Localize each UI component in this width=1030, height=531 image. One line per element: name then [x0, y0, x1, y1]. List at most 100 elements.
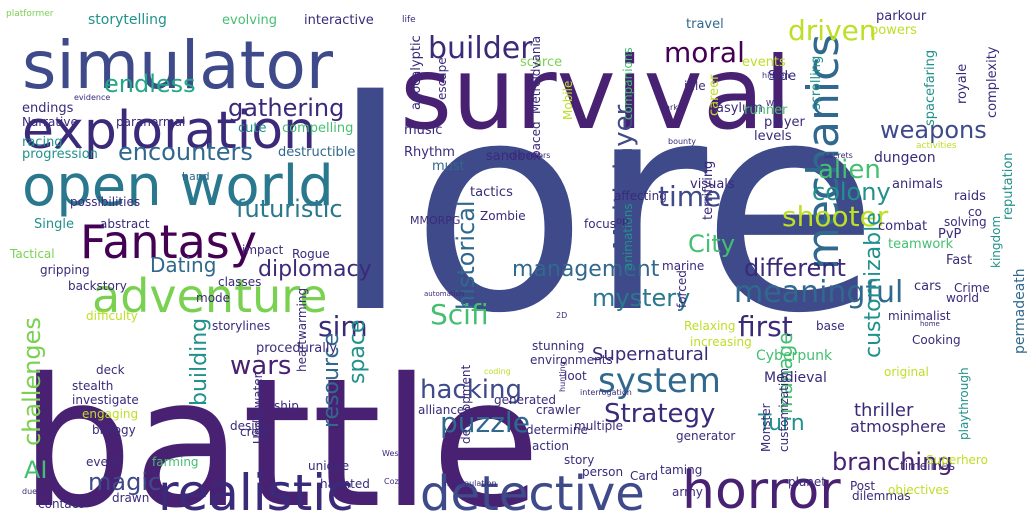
word-engaging: engaging [82, 407, 138, 421]
word-strategy: Strategy [604, 399, 715, 429]
word-backstory: backstory [68, 279, 127, 293]
word-visuals: visuals [690, 177, 735, 192]
word-branching: branching [832, 448, 953, 476]
word-adventure: adventure [92, 269, 327, 323]
word-open-world: open world [22, 154, 334, 219]
word-possibilities: possibilities [70, 195, 140, 209]
word-co: co [968, 205, 982, 219]
word-storytelling: storytelling [88, 12, 167, 28]
word-wild: Wild [766, 99, 783, 108]
word-deck: deck [96, 363, 125, 377]
word-person: person [582, 465, 623, 479]
word-animals: animals [892, 177, 943, 192]
word-contact: contact [38, 497, 83, 511]
word-sandbox: sandbox [486, 149, 541, 164]
word-thriller: thriller [854, 400, 914, 421]
word-powers: powers [870, 23, 917, 38]
word-farming: farming [152, 455, 199, 469]
word-shooter: shooter [782, 200, 889, 233]
word-challenges: challenges [18, 317, 46, 446]
word-animations: animations [621, 203, 635, 270]
word-hacking: hacking [420, 375, 522, 405]
word-scifi: Scifi [430, 298, 489, 331]
word-hidden: hidden [762, 71, 789, 80]
word-automation: automation [424, 290, 464, 298]
word-loot: loot [564, 369, 587, 383]
word-classes: classes [218, 275, 261, 289]
word-hunting: hunting [558, 361, 567, 392]
word-magic: magic [88, 468, 161, 496]
word-rhythm: Rhythm [404, 145, 455, 160]
word-taming: taming [660, 463, 702, 477]
word-heartwarming: heartwarming [295, 288, 309, 372]
word-action: action [532, 439, 569, 453]
word-story: story [564, 453, 594, 467]
word-crime: Crime [954, 281, 990, 295]
word-mystery: mystery [592, 284, 690, 312]
word-royale: royale [955, 64, 970, 104]
word-levels: levels [754, 129, 792, 144]
word-superhero: Superhero [926, 453, 988, 467]
word-driven: driven [788, 14, 877, 47]
word-escape: escape [435, 57, 449, 100]
word-music: music [404, 123, 442, 138]
word-alliances: alliances [418, 403, 471, 417]
word-city: City [688, 230, 735, 258]
word-colony: colony [812, 178, 891, 206]
word-battle: battle [20, 340, 541, 531]
word-events: events [742, 55, 786, 70]
words-layer: battleloresurvivalsimulatorexplorationop… [6, 9, 1028, 531]
word-monster: Monster [759, 403, 773, 452]
word-horror: horror [682, 461, 841, 521]
word-manipulation: manipulation [444, 479, 497, 488]
word-scrolling: scrolling [809, 56, 824, 110]
word-stunning: stunning [532, 339, 584, 353]
word-puzzle: puzzle [440, 406, 530, 439]
word-first: first [738, 310, 793, 343]
word-apocalyptic: apocalyptic [409, 35, 424, 110]
word-tactical: Tactical [9, 247, 55, 261]
word-multiple: multiple [574, 419, 623, 433]
word-activities: activities [916, 141, 957, 151]
word-procedurally: procedurally [256, 341, 337, 356]
word-impact: impact [242, 243, 284, 257]
word-playthrough: playthrough [957, 367, 971, 440]
word-travel: travel [686, 17, 724, 32]
word-focus: focus [584, 217, 616, 231]
word-relaxing: Relaxing [684, 319, 736, 333]
word-dilemmas: dilemmas [852, 489, 911, 503]
word-turn: Turn [757, 411, 805, 436]
word-ship: ship [274, 399, 299, 413]
word-base: base [816, 319, 845, 333]
word-spacefaring: spacefaring [923, 50, 938, 126]
word-resource: resource [319, 333, 344, 428]
word-realistic: realistic [158, 464, 354, 522]
word-survival: survival [400, 35, 792, 152]
word-different: different [744, 254, 846, 282]
word-life: life [402, 15, 416, 25]
word-multiplayer: Multiplayer [609, 104, 639, 250]
word-solving: solving [944, 215, 987, 229]
word-manage: manage [773, 332, 797, 414]
word-planet: planet [788, 475, 826, 489]
word-encounters: encounters [118, 138, 253, 166]
word-minimalist: minimalist [888, 309, 951, 323]
word-unique: unique [308, 459, 349, 473]
word-environments: environments [530, 353, 613, 367]
word-gathering: gathering [228, 94, 344, 122]
word-atmosphere: atmosphere [850, 417, 946, 436]
word-mechanics: mechanics [798, 34, 849, 270]
word-dungeon: dungeon [874, 150, 936, 166]
word-west: West [382, 449, 402, 458]
word-scarce: scarce [520, 55, 562, 70]
word-secrets: secrets [824, 151, 853, 160]
word-space: space [345, 319, 370, 384]
word-asylum: asylum [716, 101, 763, 116]
word-runner: runner [744, 103, 788, 118]
word-mode: mode [196, 291, 230, 305]
word-fantasy: Fantasy [80, 215, 257, 269]
word-metroidvania: Metroidvania [529, 36, 543, 114]
word-permadeath: permadeath [1012, 268, 1028, 354]
word-cyberpunk: Cyberpunk [756, 348, 833, 364]
word-mobile: Mobile [561, 81, 575, 120]
